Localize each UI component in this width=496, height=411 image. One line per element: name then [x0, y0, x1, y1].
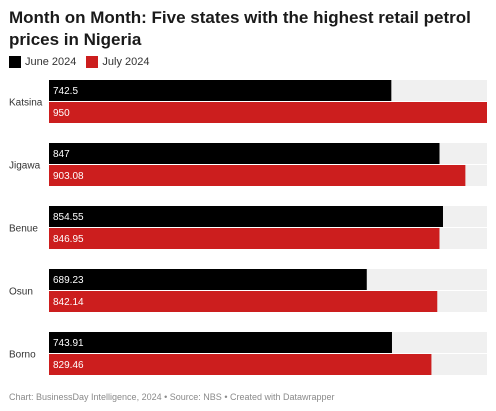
category-label-jigawa: Jigawa [9, 161, 41, 172]
data-label-osun-july: 842.14 [53, 297, 84, 308]
legend-item-june: June 2024 [9, 56, 76, 68]
chart-title: Month on Month: Five states with the hig… [9, 8, 471, 49]
footer-source: Source: NBS [169, 392, 222, 402]
bar-jigawa-july [49, 165, 466, 186]
data-label-benue-june: 854.55 [53, 212, 84, 223]
chart-footer: Chart: BusinessDay Intelligence, 2024 • … [9, 392, 335, 402]
data-label-jigawa-july: 903.08 [53, 171, 84, 182]
bar-jigawa-june [49, 143, 440, 164]
category-label-katsina: Katsina [9, 98, 43, 109]
legend-swatch-june [9, 56, 21, 68]
legend-label-june: June 2024 [25, 56, 77, 68]
data-label-benue-july: 846.95 [53, 234, 84, 245]
bar-katsina-june [49, 80, 392, 101]
bar-benue-june [49, 206, 443, 227]
bar-katsina-july [49, 102, 487, 123]
legend-swatch-july [86, 56, 99, 68]
legend-item-july: July 2024 [86, 56, 149, 68]
bar-osun-july [49, 291, 438, 312]
legend: June 2024 July 2024 [9, 56, 159, 68]
bar-osun-june [49, 269, 367, 290]
footer-created-with: Created with Datawrapper [230, 392, 335, 402]
category-label-osun: Osun [9, 287, 33, 298]
category-label-borno: Borno [9, 350, 36, 361]
data-label-osun-june: 689.23 [53, 275, 84, 286]
footer-chart-credit: Chart: BusinessDay Intelligence, 2024 [9, 392, 162, 402]
data-label-borno-july: 829.46 [53, 360, 84, 371]
bar-borno-july [49, 354, 432, 375]
category-label-benue: Benue [9, 224, 38, 235]
data-label-katsina-july: 950 [53, 108, 70, 119]
data-label-jigawa-june: 847 [53, 149, 70, 160]
bar-borno-june [49, 332, 392, 353]
data-label-katsina-june: 742.5 [53, 86, 78, 97]
bar-benue-july [49, 228, 440, 249]
footer-separator: • [224, 392, 228, 402]
data-label-borno-june: 743.91 [53, 338, 84, 349]
footer-separator: • [164, 392, 168, 402]
legend-label-july: July 2024 [102, 56, 150, 68]
